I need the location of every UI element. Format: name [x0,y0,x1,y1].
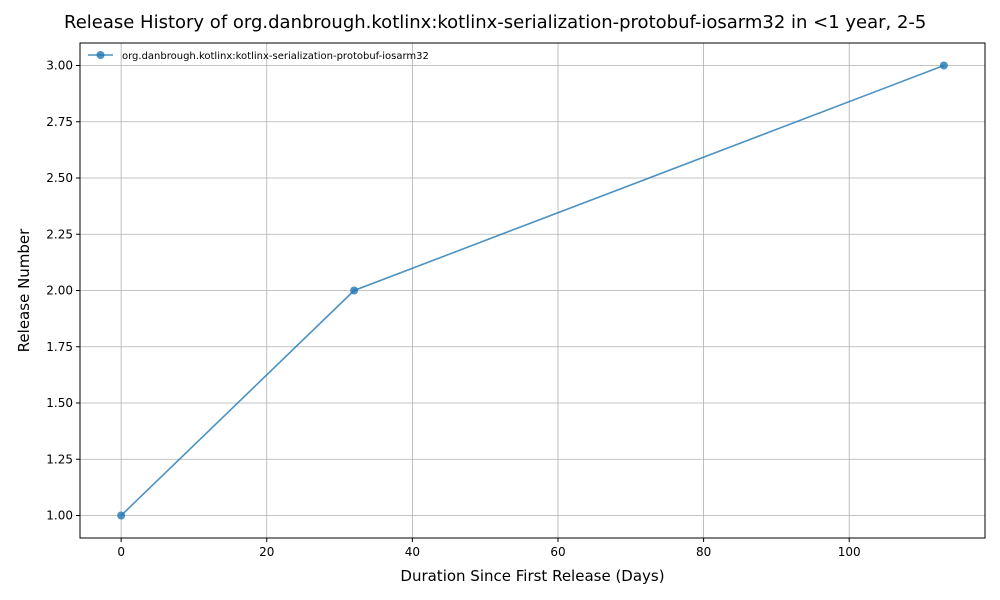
x-tick-label: 60 [550,545,565,559]
x-tick-label: 80 [696,545,711,559]
y-tick-label: 1.25 [46,452,73,466]
series-layer [117,61,948,520]
y-tick-label: 1.00 [46,509,73,523]
ticks: 0 20 40 60 80 100 1.00 1.25 1.50 1.75 2.00 2.25 2.50… [46,59,860,560]
x-tick-label: 40 [405,545,420,559]
x-tick-label: 100 [838,545,861,559]
x-axis-label: Duration Since First Release (Days) [400,567,664,585]
data-point [117,511,126,520]
chart-title: Release History of org.danbrough.kotlinx… [64,12,927,33]
y-tick-label: 2.25 [46,227,73,241]
x-tick-label: 20 [259,545,274,559]
data-point [939,61,948,70]
y-tick-label: 2.00 [46,284,73,298]
y-tick-label: 2.75 [46,115,73,129]
legend-marker [96,51,105,59]
grid [80,43,985,538]
data-point [350,286,359,295]
legend-label: org.danbrough.kotlinx:kotlinx-serializat… [122,51,429,62]
y-tick-label: 1.50 [46,396,73,410]
x-tick-label: 0 [117,545,125,559]
legend: org.danbrough.kotlinx:kotlinx-serializat… [88,51,429,62]
y-tick-label: 1.75 [46,340,73,354]
y-tick-label: 3.00 [46,59,73,73]
y-tick-label: 2.50 [46,171,73,185]
y-axis-label: Release Number [15,228,33,352]
